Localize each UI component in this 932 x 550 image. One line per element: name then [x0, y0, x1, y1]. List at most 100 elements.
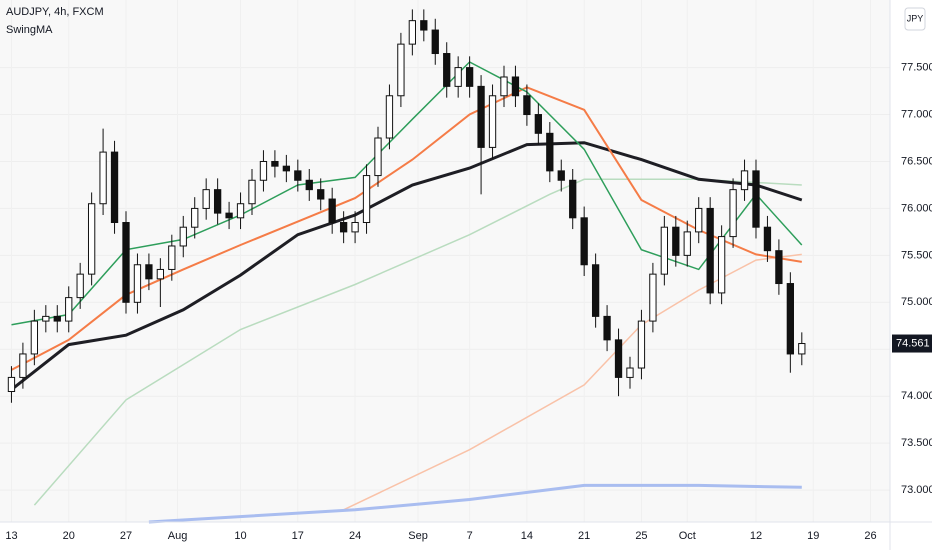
candle-body	[294, 170, 302, 181]
candle-body	[122, 222, 130, 303]
moving-average	[148, 483, 802, 524]
currency-button[interactable]	[904, 7, 926, 31]
last-price-box	[892, 334, 932, 353]
y-tick-label: 76.500	[901, 155, 932, 167]
candle-body	[99, 151, 107, 205]
candle-body	[637, 320, 646, 369]
candle-body	[7, 376, 16, 393]
candle-body	[443, 53, 451, 87]
candle-body	[431, 29, 439, 55]
x-tick-label: 12	[750, 530, 762, 542]
candle-body	[477, 85, 485, 148]
moving-average	[11, 61, 803, 326]
candle-body	[385, 95, 394, 139]
candle-body	[534, 114, 543, 134]
y-tick-label: 73.000	[901, 484, 932, 496]
moving-average	[33, 178, 802, 506]
x-tick-label: 27	[120, 530, 132, 542]
candle-body	[798, 343, 806, 355]
candle-body	[569, 179, 577, 219]
x-tick-label: 14	[521, 530, 533, 542]
candle-body	[168, 245, 176, 270]
candle-body	[546, 132, 554, 172]
candle-body	[660, 226, 669, 275]
candle-body	[328, 198, 336, 224]
candle-body	[591, 264, 600, 317]
x-tick-label: 26	[864, 530, 876, 542]
candle-body	[87, 203, 96, 275]
x-tick-label: 13	[5, 530, 17, 542]
candle-body	[649, 273, 657, 322]
moving-average	[11, 86, 802, 371]
x-tick-label: Oct	[679, 530, 696, 542]
candle-body	[156, 268, 165, 280]
currency-label[interactable]: JPY	[907, 13, 924, 23]
candle-body	[76, 273, 84, 299]
candle-body	[362, 175, 371, 224]
candle-body	[305, 179, 313, 191]
x-tick-label: 25	[635, 530, 647, 542]
candle-body	[282, 165, 291, 172]
candle-body	[775, 250, 783, 285]
candle-body	[557, 170, 565, 181]
x-tick-label: 21	[578, 530, 590, 542]
candle-body	[717, 236, 726, 294]
y-tick-label: 73.500	[901, 437, 932, 449]
y-tick-label: 75.000	[901, 296, 932, 308]
candle-body	[236, 203, 245, 219]
x-tick-label: Sep	[408, 530, 428, 542]
y-tick-label: 76.000	[901, 202, 932, 214]
candle-body	[603, 315, 611, 341]
candle-body	[271, 160, 279, 167]
candle-body	[19, 353, 27, 378]
x-tick-label: 10	[234, 530, 246, 542]
symbol-title: AUDJPY, 4h, FXCM	[6, 6, 104, 18]
candle-body	[488, 95, 497, 148]
candle-body	[683, 231, 691, 256]
candle-body	[339, 222, 348, 233]
x-tick-label: 20	[63, 530, 75, 542]
y-tick-label: 77.500	[901, 62, 932, 74]
x-tick-label: 7	[467, 530, 473, 542]
candle-body	[752, 170, 760, 228]
candle-body	[133, 264, 142, 303]
last-price-label: 74.561	[896, 337, 930, 349]
candle-body	[191, 207, 199, 228]
moving-average	[10, 141, 803, 391]
x-tick-label: 17	[292, 530, 304, 542]
x-tick-label: 19	[807, 530, 819, 542]
candle-body	[420, 20, 428, 31]
x-tick-label: Aug	[168, 530, 188, 542]
candle-body	[213, 189, 222, 214]
candle-body	[317, 189, 325, 200]
candle-body	[145, 264, 153, 280]
candle-body	[408, 20, 417, 45]
candle-body	[248, 179, 256, 205]
candle-body	[179, 226, 187, 247]
candle-body	[695, 207, 703, 233]
candle-body	[225, 212, 233, 219]
candle-body	[614, 339, 623, 378]
candle-body	[729, 189, 737, 238]
candle-body	[740, 170, 749, 191]
candle-body	[351, 222, 359, 233]
candle-body	[672, 226, 680, 256]
candle-body	[580, 217, 588, 266]
candle-body	[30, 320, 39, 355]
y-tick-label: 74.000	[901, 390, 932, 402]
candle-body	[397, 43, 405, 97]
candle-body	[374, 137, 382, 177]
candle-body	[763, 226, 772, 252]
candle-body	[523, 95, 531, 116]
y-tick-label: 77.000	[901, 108, 932, 120]
y-tick-label: 75.500	[901, 249, 932, 261]
candle-body	[626, 367, 634, 378]
candle-body	[706, 207, 714, 294]
candle-body	[42, 315, 50, 322]
candle-body	[465, 67, 474, 87]
candle-body	[259, 160, 268, 181]
x-tick-label: 24	[349, 530, 361, 542]
candle-body	[454, 67, 462, 87]
